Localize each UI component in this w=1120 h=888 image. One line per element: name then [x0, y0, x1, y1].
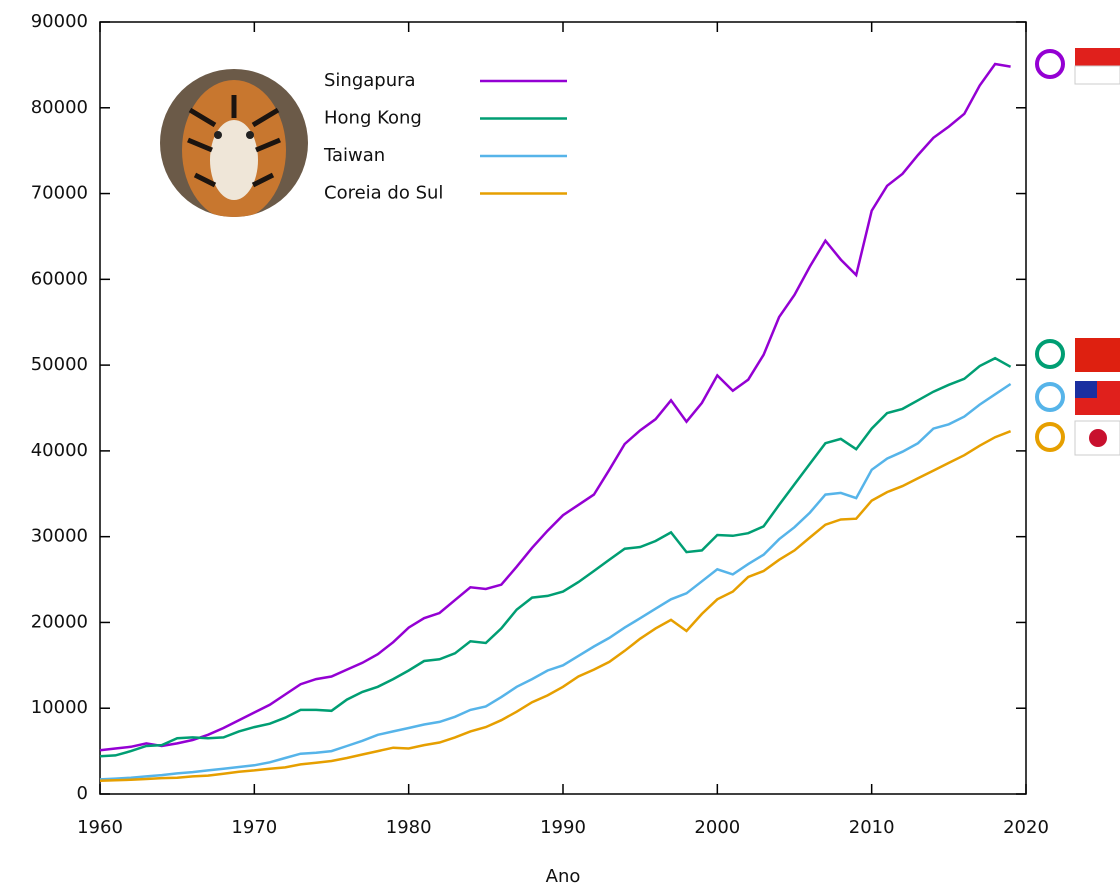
legend-label: Hong Kong — [324, 108, 422, 129]
x-tick-label: 2010 — [849, 817, 895, 838]
legend-image — [160, 69, 308, 217]
series-line — [99, 62, 1011, 752]
y-tick-label: 80000 — [31, 97, 88, 118]
y-tick-label: 30000 — [31, 526, 88, 547]
y-tick-label: 0 — [77, 783, 88, 804]
series-line — [99, 430, 1012, 782]
y-tick-label: 70000 — [31, 183, 88, 204]
y-tick-label: 90000 — [31, 11, 88, 32]
x-tick-label: 1960 — [77, 817, 123, 838]
x-axis-label: Ano — [546, 866, 581, 887]
y-tick-label: 50000 — [31, 354, 88, 375]
y-tick-label: 20000 — [31, 611, 88, 632]
series-line — [99, 382, 1012, 781]
x-tick-label: 1980 — [386, 817, 432, 838]
y-tick-label: 40000 — [31, 440, 88, 461]
legend-label: Coreia do Sul — [324, 183, 443, 204]
legend-label: Singapura — [324, 70, 416, 91]
x-tick-label: 1990 — [540, 817, 586, 838]
legend-label: Taiwan — [323, 145, 385, 166]
x-tick-label: 2020 — [1003, 817, 1049, 838]
y-tick-label: 60000 — [31, 268, 88, 289]
x-tick-label: 1970 — [231, 817, 277, 838]
series-line — [99, 356, 1012, 758]
side-icons — [1035, 48, 1120, 456]
x-tick-label: 2000 — [694, 817, 740, 838]
y-tick-label: 10000 — [31, 697, 88, 718]
